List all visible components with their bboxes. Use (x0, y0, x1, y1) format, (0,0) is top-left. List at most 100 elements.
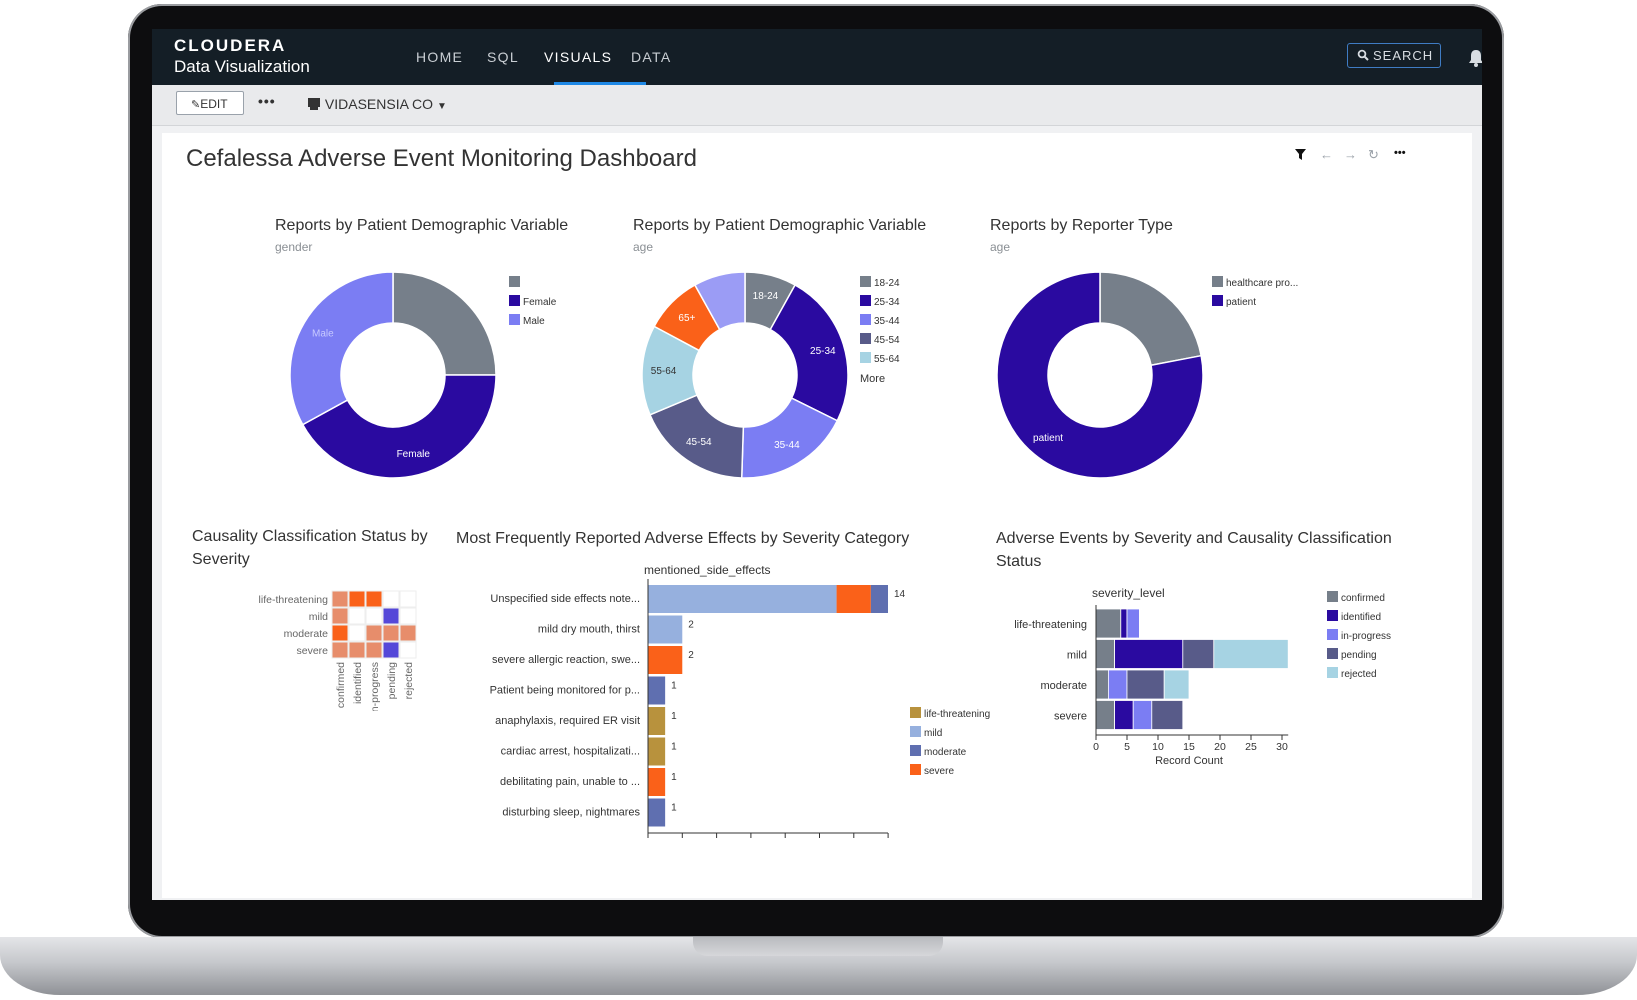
legend-swatch (860, 352, 871, 363)
heatmap-cell[interactable] (348, 607, 366, 625)
legend-item[interactable]: Male (509, 314, 545, 328)
heatmap-cell[interactable] (365, 607, 383, 625)
heatmap-cell[interactable] (399, 641, 417, 659)
legend-item[interactable]: mild (910, 726, 942, 740)
refresh-icon[interactable]: ↻ (1368, 147, 1379, 162)
stacked-bar-segment[interactable] (1108, 669, 1128, 700)
chart6-subtitle: severity_level (1092, 586, 1165, 600)
bar-segment[interactable] (648, 585, 837, 613)
heatmap-cell[interactable] (382, 641, 400, 659)
stacked-bar-segment[interactable] (1126, 669, 1165, 700)
legend-item[interactable]: 45-54 (860, 333, 900, 347)
legend-item[interactable]: 25-34 (860, 295, 900, 309)
stacked-bar-segment[interactable] (1095, 669, 1109, 700)
legend-item[interactable]: in-progress (1327, 629, 1391, 643)
edit-button[interactable]: ✎EDIT (176, 91, 244, 115)
stacked-bar-segment[interactable] (1114, 700, 1134, 730)
legend-item[interactable]: 55-64 (860, 352, 900, 366)
legend-item[interactable]: Female (509, 295, 556, 309)
donut-slice[interactable] (392, 271, 497, 376)
chart6-title: Adverse Events by Severity and Causality… (996, 530, 1392, 570)
stacked-bar-segment[interactable] (1163, 669, 1190, 700)
donut-slice[interactable] (1099, 271, 1203, 367)
heatmap-cell[interactable] (331, 641, 349, 659)
bar-chart-severity[interactable]: life-threatening mild moderate severe 0 5 10 15… (992, 599, 1302, 769)
bell-icon[interactable] (1465, 47, 1482, 69)
back-arrow-icon[interactable]: ← (1320, 147, 1333, 162)
donut-chart-gender[interactable]: Female Male (282, 264, 504, 486)
stacked-bar-segment[interactable] (1095, 608, 1122, 639)
heatmap-cell[interactable] (331, 607, 349, 625)
bar-segment[interactable] (870, 585, 888, 613)
heatmap-cell[interactable] (399, 590, 417, 608)
bar-segment[interactable] (648, 798, 666, 827)
heatmap-cell[interactable] (382, 607, 400, 625)
stacked-bar-segment[interactable] (1151, 700, 1184, 730)
heatmap-cell[interactable] (365, 641, 383, 659)
legend-item[interactable] (509, 276, 523, 290)
donut-slice[interactable] (996, 271, 1204, 479)
legend-more-link[interactable]: More (860, 373, 886, 385)
nav-sql[interactable]: SQL (487, 49, 519, 65)
legend-item[interactable]: patient (1212, 295, 1256, 309)
stacked-bar-segment[interactable] (1095, 639, 1116, 669)
legend-item[interactable]: life-threatening (910, 707, 990, 721)
forward-arrow-icon[interactable]: → (1344, 147, 1357, 162)
heatmap-cell[interactable] (399, 624, 417, 642)
bar-category-label: severe (1054, 711, 1087, 723)
legend-item[interactable]: identified (1327, 610, 1381, 624)
bar-chart-effects[interactable]: Unspecified side effects note... 14 mild d… (462, 577, 922, 839)
heatmap-cell[interactable] (348, 624, 366, 642)
donut-slice[interactable] (769, 283, 849, 422)
donut-slice[interactable] (693, 271, 746, 331)
stacked-bar-segment[interactable] (1095, 700, 1116, 730)
legend-item[interactable]: 35-44 (860, 314, 900, 328)
heatmap-cell[interactable] (382, 624, 400, 642)
legend-item[interactable]: moderate (910, 745, 966, 759)
legend-item[interactable]: pending (1327, 648, 1377, 662)
legend-item[interactable]: rejected (1327, 667, 1377, 681)
bar-segment[interactable] (836, 585, 871, 613)
brand-logo[interactable]: CLOUDERA Data Visualization (174, 36, 310, 77)
legend-label: Male (523, 316, 545, 327)
search-button[interactable]: SEARCH (1347, 43, 1441, 68)
donut-chart-age[interactable]: 18-24 25-34 35-44 45-54 55-64 65+ (634, 264, 856, 486)
heatmap-cell[interactable] (365, 624, 383, 642)
more-icon[interactable]: ••• (1394, 147, 1406, 159)
heatmap-causality[interactable]: life-threatening mild moderate severe confir… (222, 581, 442, 711)
bar-segment[interactable] (648, 707, 666, 735)
heatmap-cell[interactable] (331, 624, 349, 642)
filter-icon[interactable] (1295, 149, 1306, 160)
toolbar-more-button[interactable]: ••• (258, 93, 276, 109)
nav-home[interactable]: HOME (416, 49, 464, 65)
bar-segment[interactable] (648, 615, 683, 644)
heatmap-cell[interactable] (348, 641, 366, 659)
bar-segment[interactable] (648, 768, 666, 796)
heatmap-cell[interactable] (399, 607, 417, 625)
heatmap-cell[interactable] (348, 590, 366, 608)
heatmap-cell[interactable] (331, 590, 349, 608)
bar-segment[interactable] (648, 646, 683, 674)
bar-segment[interactable] (648, 737, 666, 766)
workspace-selector[interactable]: VIDASENSIA CO ▼ (307, 96, 447, 112)
stacked-bar-segment[interactable] (1114, 639, 1184, 669)
donut-slice[interactable] (301, 374, 497, 479)
legend-item[interactable]: severe (910, 764, 954, 778)
stacked-bar-segment[interactable] (1182, 639, 1215, 669)
legend-item[interactable]: healthcare pro... (1212, 276, 1298, 290)
legend-item[interactable]: confirmed (1327, 591, 1385, 605)
bar-category-label: moderate (1041, 680, 1087, 692)
donut-slice[interactable] (289, 271, 394, 426)
bar-segment[interactable] (648, 676, 666, 705)
donut-chart-reporter[interactable]: patient (989, 264, 1211, 486)
heatmap-cell[interactable] (365, 590, 383, 608)
heatmap-cell[interactable] (382, 590, 400, 608)
search-label: SEARCH (1373, 48, 1434, 63)
stacked-bar-segment[interactable] (1213, 639, 1289, 669)
legend-item[interactable]: 18-24 (860, 276, 900, 290)
stacked-bar-segment[interactable] (1120, 608, 1128, 639)
nav-data[interactable]: DATA (631, 49, 672, 65)
nav-visuals[interactable]: VISUALS (544, 49, 613, 65)
stacked-bar-segment[interactable] (1132, 700, 1153, 730)
stacked-bar-segment[interactable] (1126, 608, 1140, 639)
